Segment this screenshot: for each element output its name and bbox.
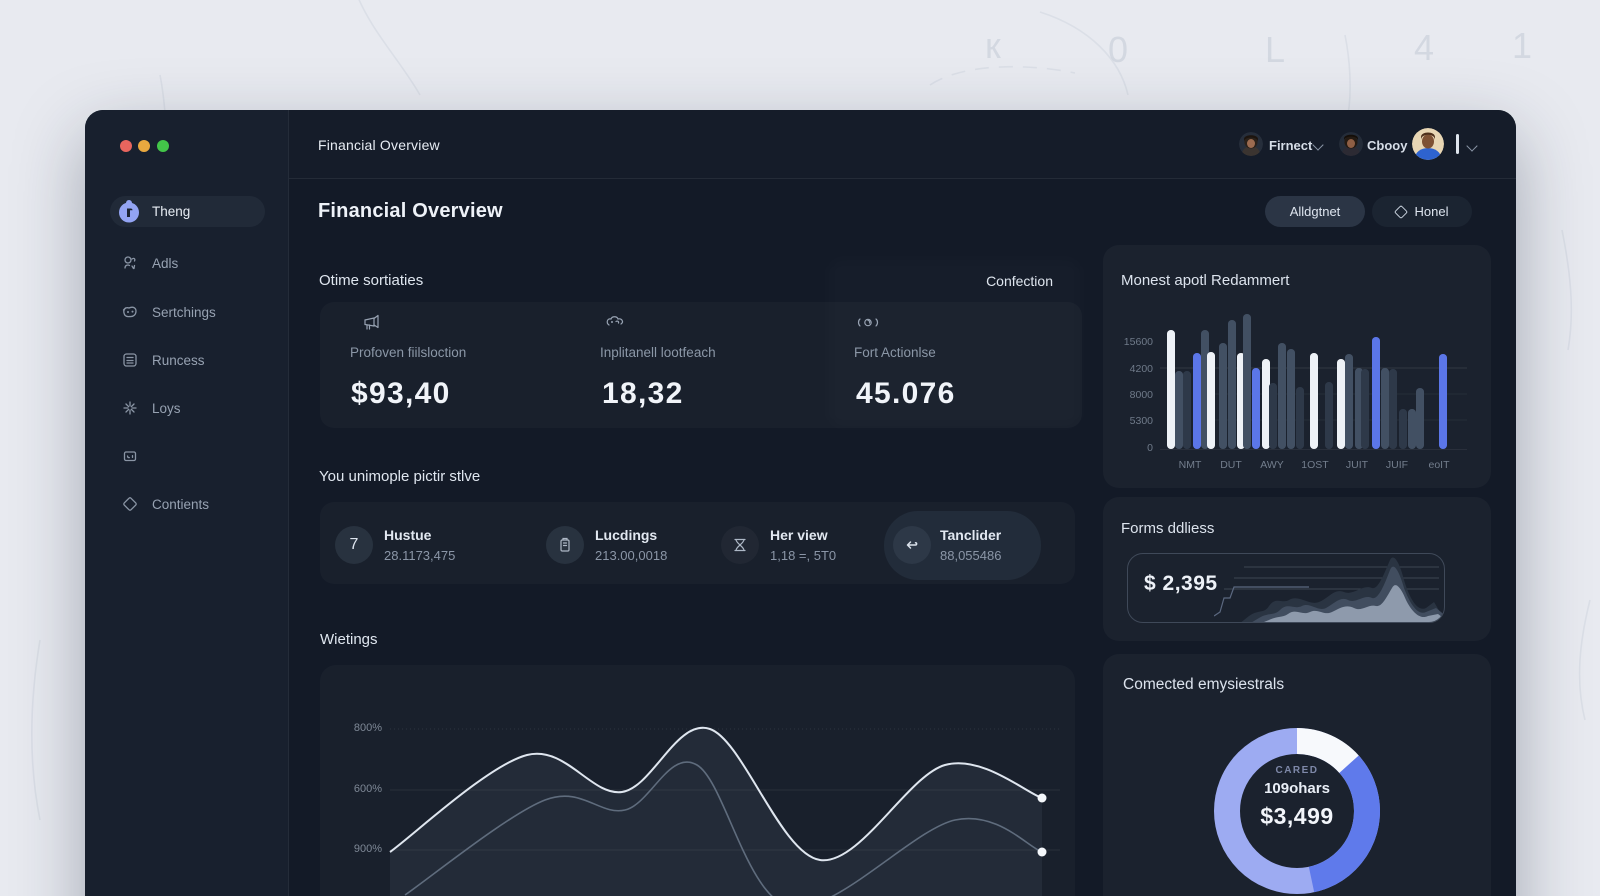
svg-text:JUIF: JUIF (1386, 459, 1408, 471)
svg-text:AWY: AWY (1260, 459, 1284, 471)
svg-text:15600: 15600 (1124, 336, 1153, 348)
svg-text:NMT: NMT (1179, 459, 1202, 471)
svg-text:L: L (1265, 29, 1285, 70)
svg-text:8000: 8000 (1130, 389, 1154, 401)
svg-text:DUT: DUT (1220, 459, 1242, 471)
svg-text:4: 4 (1414, 27, 1434, 68)
svg-text:к: к (985, 25, 1001, 66)
svg-text:eoIT: eoIT (1428, 459, 1450, 471)
svg-text:4200: 4200 (1130, 363, 1154, 375)
svg-text:0: 0 (1147, 442, 1153, 454)
svg-text:0: 0 (1108, 29, 1128, 70)
svg-text:JUIT: JUIT (1346, 459, 1369, 471)
svg-text:1: 1 (1512, 25, 1532, 66)
svg-text:1OST: 1OST (1301, 459, 1329, 471)
svg-text:5300: 5300 (1130, 415, 1154, 427)
